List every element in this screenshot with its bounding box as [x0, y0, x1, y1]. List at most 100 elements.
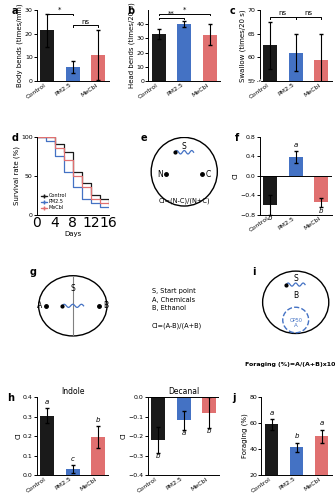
- Bar: [263, 46, 277, 341]
- Text: a: a: [320, 420, 324, 426]
- Bar: [40, 30, 54, 81]
- Control: [107, 200, 111, 206]
- Y-axis label: CI: CI: [233, 172, 239, 179]
- PM2.5: [107, 204, 111, 210]
- Text: b: b: [96, 417, 100, 423]
- PM2.5: [35, 134, 39, 140]
- Text: c: c: [71, 456, 75, 462]
- Control: [89, 192, 93, 198]
- Text: B: B: [293, 290, 298, 300]
- Text: S: S: [293, 274, 298, 283]
- Bar: [177, 397, 191, 420]
- Legend: Control, PM2.5, MeCbl: Control, PM2.5, MeCbl: [39, 192, 68, 212]
- Bar: [66, 469, 80, 475]
- Text: d: d: [12, 133, 19, 143]
- Control: [44, 134, 48, 140]
- Text: ns: ns: [81, 18, 90, 24]
- PM2.5: [62, 168, 66, 174]
- Bar: [289, 52, 303, 341]
- Text: j: j: [232, 393, 236, 403]
- Y-axis label: Head bends (times/20 s): Head bends (times/20 s): [128, 2, 135, 88]
- Y-axis label: Foraging (%): Foraging (%): [242, 414, 248, 459]
- Line: Control: Control: [37, 136, 109, 203]
- PM2.5: [53, 153, 57, 159]
- Text: ns: ns: [279, 10, 287, 16]
- MeCbl: [107, 202, 111, 208]
- Bar: [177, 24, 191, 81]
- Bar: [314, 176, 328, 203]
- Bar: [289, 157, 303, 176]
- MeCbl: [71, 172, 75, 178]
- Bar: [66, 66, 80, 81]
- Text: A: A: [37, 302, 43, 310]
- Bar: [91, 55, 106, 81]
- MeCbl: [35, 134, 39, 140]
- Control: [35, 134, 39, 140]
- Text: a: a: [293, 142, 298, 148]
- Control: [71, 168, 75, 174]
- Bar: [202, 397, 216, 412]
- Line: PM2.5: PM2.5: [37, 136, 109, 207]
- Text: g: g: [30, 267, 37, 277]
- Text: ns: ns: [305, 10, 313, 16]
- Bar: [151, 34, 166, 81]
- Text: c: c: [229, 6, 235, 16]
- MeCbl: [53, 146, 57, 152]
- Text: a: a: [45, 398, 49, 404]
- PM2.5: [44, 138, 48, 143]
- Bar: [263, 176, 277, 205]
- Y-axis label: Swallow (times/20 s): Swallow (times/20 s): [240, 9, 246, 82]
- Text: N: N: [157, 170, 163, 178]
- Text: S, Start point
A, Chemicals
B, Ethanol

CI=(A-B)/(A+B): S, Start point A, Chemicals B, Ethanol C…: [152, 288, 202, 329]
- Bar: [315, 436, 328, 500]
- Text: C: C: [206, 170, 211, 178]
- Text: f: f: [234, 133, 239, 143]
- Control: [98, 196, 102, 202]
- Y-axis label: Body bends (times/min): Body bends (times/min): [17, 4, 23, 87]
- Bar: [91, 437, 105, 475]
- Y-axis label: CI: CI: [15, 432, 21, 440]
- MeCbl: [89, 196, 93, 202]
- Text: i: i: [253, 267, 256, 277]
- MeCbl: [44, 134, 48, 140]
- Text: S: S: [182, 142, 187, 150]
- PM2.5: [98, 204, 102, 210]
- Text: h: h: [7, 393, 14, 403]
- Text: *: *: [58, 7, 62, 13]
- Control: [62, 149, 66, 155]
- Text: OP50: OP50: [289, 318, 302, 322]
- MeCbl: [62, 157, 66, 163]
- Bar: [203, 35, 217, 81]
- Text: a: a: [182, 430, 186, 436]
- PM2.5: [71, 184, 75, 190]
- Text: b: b: [207, 428, 211, 434]
- Bar: [265, 424, 278, 500]
- Control: [53, 142, 57, 148]
- Text: A: A: [294, 323, 297, 328]
- Text: b: b: [268, 215, 272, 221]
- Control: [80, 180, 84, 186]
- PM2.5: [80, 196, 84, 202]
- Text: b: b: [156, 453, 160, 459]
- Title: Decanal: Decanal: [168, 388, 199, 396]
- Text: CI=(N-C)/(N+C): CI=(N-C)/(N+C): [158, 198, 210, 204]
- Title: Indole: Indole: [61, 388, 84, 396]
- MeCbl: [98, 200, 102, 206]
- Text: *: *: [183, 7, 186, 13]
- Bar: [314, 60, 328, 340]
- Text: b: b: [294, 434, 299, 440]
- Text: S: S: [70, 284, 75, 292]
- Bar: [40, 416, 54, 475]
- Y-axis label: CI: CI: [121, 432, 127, 440]
- PM2.5: [89, 200, 93, 206]
- Line: MeCbl: MeCbl: [37, 136, 109, 205]
- Text: a: a: [269, 410, 274, 416]
- Text: a: a: [12, 6, 18, 16]
- Y-axis label: Survival rate (%): Survival rate (%): [13, 146, 20, 205]
- Text: **: **: [168, 11, 175, 17]
- MeCbl: [80, 184, 84, 190]
- Text: Foraging (%)=A/(A+B)x100%: Foraging (%)=A/(A+B)x100%: [245, 362, 335, 366]
- Bar: [151, 397, 165, 440]
- Text: B: B: [103, 302, 108, 310]
- Text: e: e: [141, 133, 148, 143]
